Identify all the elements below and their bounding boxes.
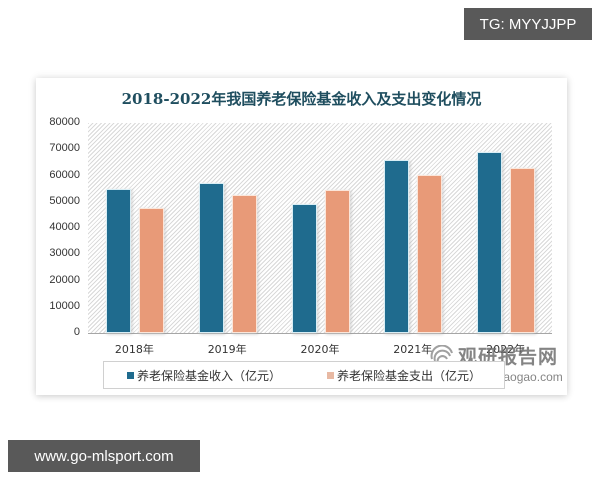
x-tick-label: 2021年: [393, 343, 433, 356]
bar-income: [384, 160, 410, 333]
bar-expense: [510, 167, 536, 333]
y-tick-label: 30000: [49, 247, 80, 260]
chart-legend: 养老保险基金收入（亿元） 养老保险基金支出（亿元）: [103, 361, 505, 389]
x-tick-label: 2018年: [114, 343, 154, 356]
bar-income: [198, 183, 224, 333]
x-tick-label: 2020年: [300, 343, 340, 356]
bar-expense: [324, 189, 350, 333]
y-tick-label: 40000: [49, 221, 80, 233]
x-axis-line: [88, 333, 552, 334]
y-tick-label: 60000: [49, 168, 80, 181]
x-tick-label: 2019年: [207, 343, 247, 356]
plot-area: [88, 123, 552, 333]
bar-expense: [231, 194, 257, 333]
y-tick-label: 0: [73, 326, 80, 338]
chart-panel: 2018-2022年我国养老保险基金收入及支出变化情况 80000 70000 60…: [36, 78, 567, 395]
bar-expense: [139, 208, 164, 333]
legend-item-expense: 养老保险基金支出（亿元）: [326, 367, 481, 384]
tg-overlay-label: TG: MYYJJPP: [464, 8, 592, 40]
bar-income: [106, 188, 131, 333]
bar-income: [291, 204, 317, 333]
chart-title: 2018-2022年我国养老保险基金收入及支出变化情况: [121, 90, 482, 108]
y-tick-label: 20000: [49, 273, 80, 286]
legend-label-expense: 养老保险基金支出（亿元）: [336, 368, 481, 383]
bar-expense: [417, 174, 443, 333]
y-tick-label: 80000: [49, 116, 80, 128]
y-tick-label: 50000: [49, 194, 80, 207]
y-tick-label: 10000: [49, 299, 80, 312]
x-tick-label: 2022年: [486, 343, 526, 356]
legend-swatch-income: [126, 371, 134, 379]
legend-swatch-expense: [326, 371, 334, 379]
site-overlay-label: www.go-mlsport.com: [8, 440, 200, 472]
bar-income: [477, 152, 503, 333]
y-tick-label: 70000: [49, 142, 80, 155]
legend-item-income: 养老保险基金收入（亿元）: [126, 367, 281, 384]
legend-label-income: 养老保险基金收入（亿元）: [136, 368, 281, 383]
